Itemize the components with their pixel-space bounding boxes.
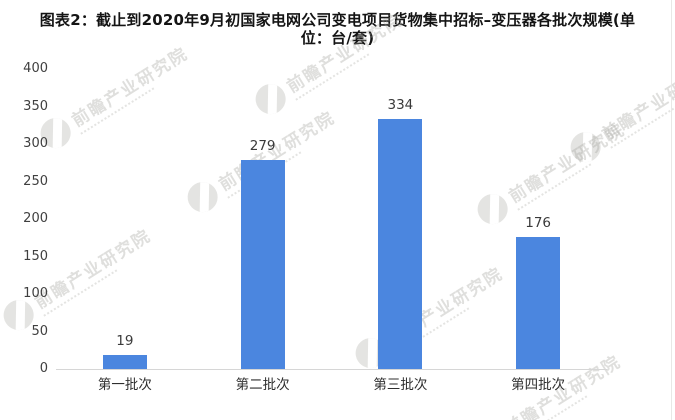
bar-第三批次	[378, 118, 423, 369]
page-edge-divider	[671, 0, 672, 420]
y-tick-label: 50	[31, 323, 48, 339]
y-tick-label: 300	[23, 136, 48, 151]
x-category-label: 第四批次	[511, 377, 566, 393]
y-tick-label: 250	[23, 173, 48, 189]
x-category-label: 第一批次	[97, 377, 152, 393]
y-tick-label: 100	[23, 286, 48, 301]
y-tick-label: 0	[39, 361, 48, 376]
y-tick-label: 350	[23, 98, 48, 114]
bar-value-label: 279	[249, 137, 276, 154]
bar-value-label: 334	[387, 96, 414, 113]
y-tick-label: 150	[23, 248, 48, 264]
chart-title-line-2: 位：台/套)	[300, 29, 375, 47]
bar-第二批次	[240, 159, 285, 369]
bar-value-label: 19	[116, 332, 134, 349]
x-category-label: 第三批次	[373, 377, 428, 393]
x-category-label: 第二批次	[235, 377, 290, 393]
bar-第四批次	[516, 237, 561, 369]
y-tick-label: 200	[23, 211, 48, 226]
x-axis-line	[56, 369, 607, 370]
bar-value-label: 176	[525, 215, 552, 231]
bar-第一批次	[102, 354, 147, 369]
chart-title-line-1: 图表2：截止到2020年9月初国家电网公司变电项目货物集中招标–变压器各批次规模…	[39, 11, 636, 29]
chart-title: 图表2：截止到2020年9月初国家电网公司变电项目货物集中招标–变压器各批次规模…	[0, 11, 675, 47]
y-tick-label: 400	[23, 61, 48, 76]
